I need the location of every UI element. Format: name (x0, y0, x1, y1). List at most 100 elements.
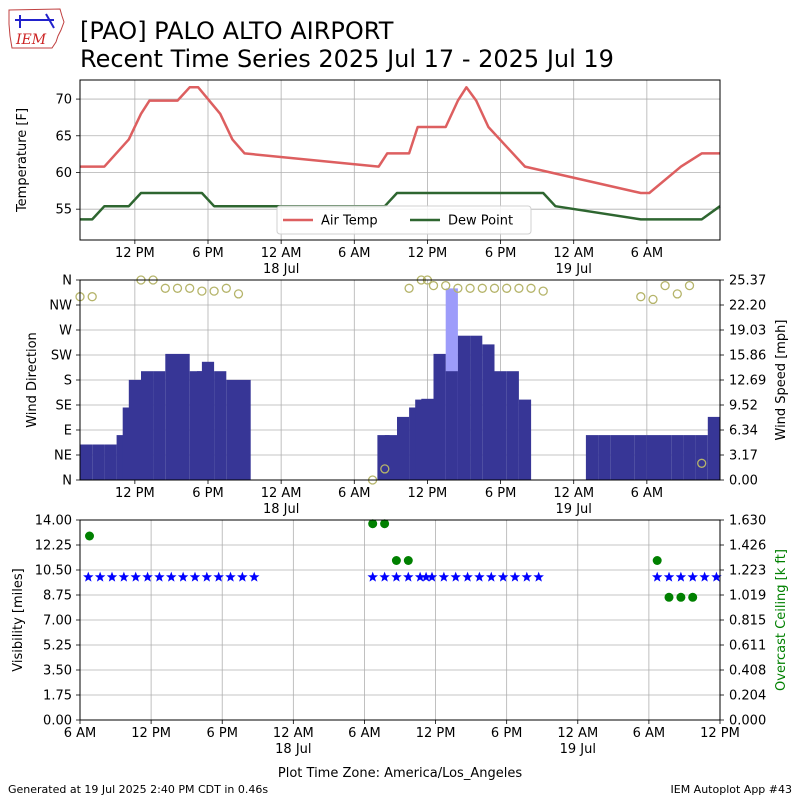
wind-direction-point (489, 283, 500, 293)
x-tick-label: 6 AM (633, 726, 666, 741)
wind-speed-bar (506, 371, 519, 480)
y-axis-label: Wind Direction (25, 332, 40, 428)
speed-tick-label: 12.69 (729, 374, 766, 389)
visibility-tick-label: 7.00 (43, 614, 72, 629)
ceiling-point (85, 531, 94, 541)
visibility-point (687, 571, 698, 582)
visibility-point (438, 571, 450, 582)
wind-speed-bar (165, 353, 178, 480)
wind-direction-point (209, 286, 219, 296)
wind-speed-bar (470, 335, 483, 480)
x-tick-label: 12 AM (273, 726, 314, 741)
generated-note: Generated at 19 Jul 2025 2:40 PM CDT in … (8, 783, 269, 796)
visibility-point (225, 571, 236, 582)
ceiling-tick-label: 1.019 (729, 589, 766, 604)
direction-tick-label: NW (49, 299, 72, 314)
wind-speed-bar (598, 435, 611, 480)
x-tick-label: 6 AM (64, 726, 97, 741)
x-tick-label: 12 PM (115, 486, 155, 501)
y-tick-label: 55 (55, 203, 72, 218)
legend-label-air-temp: Air Temp (321, 214, 378, 229)
x-tick-label: 6 PM (192, 246, 223, 261)
ceiling-point (391, 556, 401, 565)
wind-speed-bar (128, 379, 141, 480)
x-tick-label: 12 PM (115, 246, 155, 261)
x-tick-label: 6 AM (348, 726, 381, 741)
wind-direction-point (684, 280, 695, 291)
ceiling-point (403, 556, 413, 565)
visibility-point (237, 571, 248, 582)
wind-direction-point (380, 464, 390, 474)
wind-speed-bar (695, 435, 708, 480)
iowa-state-outline (8, 8, 65, 49)
wind-direction-point (538, 286, 548, 296)
wind-speed-bar (494, 371, 507, 480)
wind-speed-bar (153, 371, 166, 480)
wind-speed-bar (397, 416, 410, 480)
ceiling-tick-label: 0.204 (729, 689, 766, 704)
direction-tick-label: SE (56, 399, 72, 414)
visibility-point (142, 571, 153, 582)
air-temp-line (80, 86, 720, 195)
visibility-point (420, 571, 432, 582)
ceiling-point (676, 592, 686, 602)
visibility-point (201, 571, 212, 582)
x-axis-label: Plot Time Zone: America/Los_Angeles (278, 766, 522, 781)
visibility-point (486, 571, 497, 582)
y-tick-label: 60 (55, 166, 72, 181)
wind-speed-bar (482, 344, 495, 480)
wind-direction-point (441, 280, 451, 291)
wind-speed-bar (201, 361, 215, 480)
chart-title: [PAO] PALO ALTO AIRPORT (80, 17, 394, 45)
wind-speed-bar (457, 335, 471, 480)
direction-tick-label: S (64, 374, 72, 389)
visibility-point (118, 571, 130, 582)
visibility-point (367, 571, 378, 582)
wind-speed-bar (610, 435, 623, 480)
x-tick-label: 6 AM (631, 246, 664, 261)
wind-direction-point (428, 280, 439, 291)
ceiling-tick-label: 0.611 (729, 639, 766, 654)
visibility-point (663, 571, 675, 582)
visibility-point (699, 571, 710, 582)
wind-direction-point (185, 283, 195, 293)
wind-speed-bar (104, 444, 117, 480)
direction-tick-label: NE (54, 449, 72, 464)
visibility-tick-label: 5.25 (43, 639, 72, 654)
visibility-point (83, 571, 94, 582)
direction-tick-label: N (62, 474, 72, 489)
visibility-tick-label: 12.25 (35, 539, 72, 554)
visibility-point (521, 571, 532, 582)
app-note: IEM Autoplot App #43 (670, 783, 793, 796)
visibility-point (189, 571, 201, 582)
plot-frame (79, 519, 721, 721)
visibility-point (154, 571, 165, 582)
wind-direction-point (172, 283, 183, 293)
chart-subtitle: Recent Time Series 2025 Jul 17 - 2025 Ju… (80, 45, 614, 73)
x-tick-label: 12 PM (700, 726, 740, 741)
visibility-tick-label: 0.00 (43, 714, 72, 729)
wind-speed-bar (141, 371, 154, 480)
plot-frame (79, 279, 721, 481)
direction-tick-label: SW (51, 349, 72, 364)
ceiling-point (368, 519, 378, 529)
visibility-point (652, 571, 663, 582)
x-tick-label: 6 PM (491, 726, 522, 741)
wind-direction-point (526, 283, 536, 293)
ceiling-tick-label: 1.630 (729, 514, 766, 529)
wind-direction-point (87, 292, 97, 302)
visibility-point (414, 571, 426, 582)
speed-tick-label: 25.37 (729, 274, 766, 289)
x-tick-label: 12 PM (408, 486, 448, 501)
x-tick-label: 12 PM (416, 726, 456, 741)
wind-direction-point (453, 283, 463, 293)
direction-tick-label: N (62, 274, 72, 289)
wind-speed-bar (518, 399, 532, 480)
visibility-point (177, 571, 189, 582)
visibility-point (166, 571, 177, 582)
wind-direction-point (160, 283, 170, 293)
y2-axis-label: Overcast Ceiling [k ft] (774, 549, 789, 691)
y-axis-label: Temperature [F] (15, 108, 30, 213)
